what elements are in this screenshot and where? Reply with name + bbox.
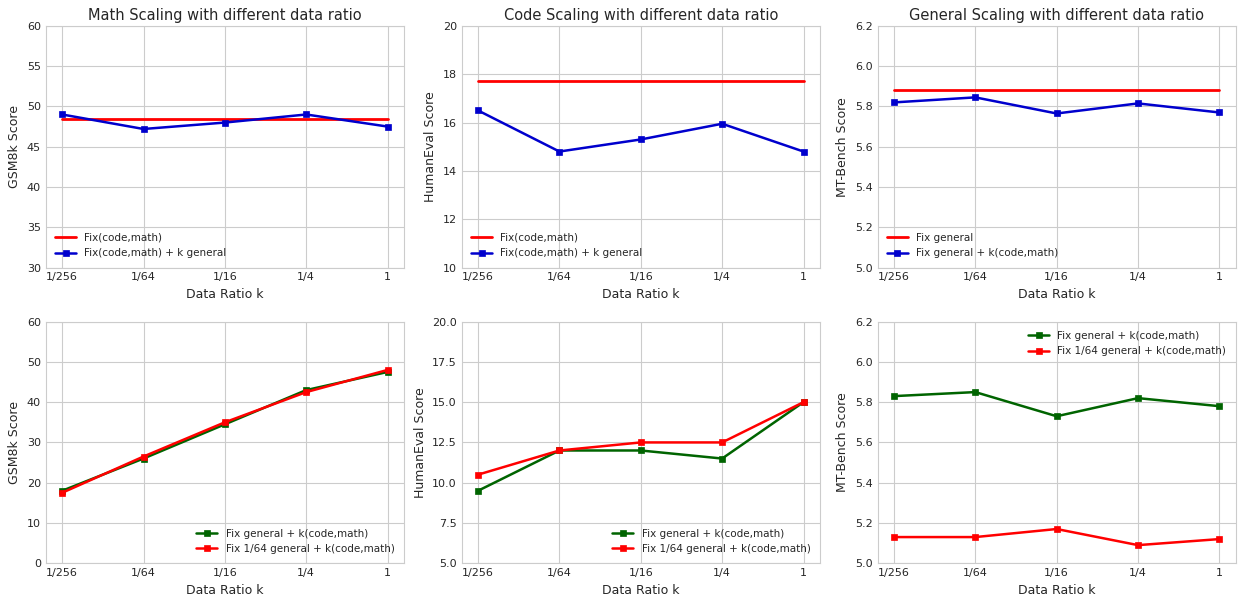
Fix general + k(code,math) [1049, 110, 1064, 117]
Line: Fix 1/64 general + k(code,math): Fix 1/64 general + k(code,math) [58, 367, 391, 496]
Fix(code,math) [552, 78, 567, 85]
Y-axis label: HumanEval Score: HumanEval Score [413, 387, 427, 498]
Fix general [887, 87, 902, 94]
Legend: Fix(code,math), Fix(code,math) + k general: Fix(code,math), Fix(code,math) + k gener… [51, 229, 231, 263]
Fix(code,math) + k general [714, 120, 729, 128]
Fix general + k(code,math) [1212, 109, 1227, 116]
X-axis label: Data Ratio k: Data Ratio k [602, 584, 679, 597]
Fix general + k(code,math) [887, 99, 902, 106]
Fix general [1049, 87, 1064, 94]
Fix 1/64 general + k(code,math) [1049, 525, 1064, 532]
Fix(code,math) + k general [299, 111, 313, 118]
Fix 1/64 general + k(code,math) [633, 439, 648, 446]
Fix(code,math) [796, 78, 811, 85]
Legend: Fix general, Fix general + k(code,math): Fix general, Fix general + k(code,math) [883, 229, 1062, 263]
Fix(code,math) [136, 115, 151, 122]
Fix general + k(code,math) [1131, 100, 1146, 107]
Y-axis label: MT-Bench Score: MT-Bench Score [836, 97, 850, 197]
X-axis label: Data Ratio k: Data Ratio k [187, 288, 264, 301]
Fix general [968, 87, 983, 94]
Title: General Scaling with different data ratio: General Scaling with different data rati… [909, 8, 1204, 24]
Fix general + k(code,math) [968, 388, 983, 396]
Fix(code,math) + k general [552, 148, 567, 155]
Fix 1/64 general + k(code,math) [552, 447, 567, 454]
Line: Fix 1/64 general + k(code,math): Fix 1/64 general + k(code,math) [891, 526, 1223, 549]
Fix(code,math) [633, 78, 648, 85]
Fix(code,math) [470, 78, 485, 85]
Fix(code,math) + k general [796, 148, 811, 155]
Legend: Fix general + k(code,math), Fix 1/64 general + k(code,math): Fix general + k(code,math), Fix 1/64 gen… [1024, 327, 1230, 361]
Line: Fix 1/64 general + k(code,math): Fix 1/64 general + k(code,math) [474, 399, 807, 478]
Fix general [1131, 87, 1146, 94]
Fix general + k(code,math) [1212, 402, 1227, 410]
Line: Fix(code,math) + k general: Fix(code,math) + k general [58, 111, 391, 132]
X-axis label: Data Ratio k: Data Ratio k [602, 288, 679, 301]
Y-axis label: GSM8k Score: GSM8k Score [9, 105, 21, 188]
Title: Code Scaling with different data ratio: Code Scaling with different data ratio [504, 8, 778, 24]
Line: Fix(code,math) + k general: Fix(code,math) + k general [474, 107, 807, 155]
Legend: Fix general + k(code,math), Fix 1/64 general + k(code,math): Fix general + k(code,math), Fix 1/64 gen… [608, 525, 815, 558]
Y-axis label: HumanEval Score: HumanEval Score [424, 91, 437, 202]
Fix 1/64 general + k(code,math) [218, 419, 233, 426]
Fix general + k(code,math) [470, 487, 485, 494]
Fix general + k(code,math) [552, 447, 567, 454]
Fix general + k(code,math) [381, 368, 396, 376]
Fix 1/64 general + k(code,math) [1131, 541, 1146, 549]
Fix(code,math) [55, 115, 70, 122]
Legend: Fix(code,math), Fix(code,math) + k general: Fix(code,math), Fix(code,math) + k gener… [466, 229, 647, 263]
Fix general [1212, 87, 1227, 94]
Fix 1/64 general + k(code,math) [887, 534, 902, 541]
Line: Fix general + k(code,math): Fix general + k(code,math) [891, 94, 1223, 117]
X-axis label: Data Ratio k: Data Ratio k [1018, 288, 1096, 301]
X-axis label: Data Ratio k: Data Ratio k [187, 584, 264, 597]
Fix 1/64 general + k(code,math) [470, 471, 485, 479]
Y-axis label: GSM8k Score: GSM8k Score [9, 401, 21, 484]
X-axis label: Data Ratio k: Data Ratio k [1018, 584, 1096, 597]
Fix general + k(code,math) [714, 455, 729, 462]
Fix general + k(code,math) [1131, 394, 1146, 402]
Line: Fix general + k(code,math): Fix general + k(code,math) [891, 388, 1223, 420]
Fix general + k(code,math) [968, 94, 983, 101]
Fix 1/64 general + k(code,math) [1212, 535, 1227, 543]
Fix 1/64 general + k(code,math) [55, 489, 70, 496]
Fix general + k(code,math) [299, 387, 313, 394]
Fix 1/64 general + k(code,math) [796, 399, 811, 406]
Fix general + k(code,math) [218, 420, 233, 428]
Line: Fix general + k(code,math): Fix general + k(code,math) [58, 368, 391, 494]
Fix(code,math) + k general [136, 125, 151, 132]
Fix 1/64 general + k(code,math) [299, 388, 313, 396]
Line: Fix general + k(code,math): Fix general + k(code,math) [474, 399, 807, 494]
Fix general + k(code,math) [887, 393, 902, 400]
Fix(code,math) + k general [381, 123, 396, 130]
Fix 1/64 general + k(code,math) [968, 534, 983, 541]
Y-axis label: MT-Bench Score: MT-Bench Score [836, 393, 850, 492]
Fix(code,math) [299, 115, 313, 122]
Fix general + k(code,math) [796, 399, 811, 406]
Fix general + k(code,math) [55, 487, 70, 494]
Fix(code,math) + k general [55, 111, 70, 118]
Fix(code,math) + k general [470, 107, 485, 114]
Fix general + k(code,math) [633, 447, 648, 454]
Fix(code,math) + k general [633, 136, 648, 143]
Legend: Fix general + k(code,math), Fix 1/64 general + k(code,math): Fix general + k(code,math), Fix 1/64 gen… [193, 525, 398, 558]
Fix(code,math) [714, 78, 729, 85]
Fix general + k(code,math) [136, 455, 151, 462]
Fix(code,math) [381, 115, 396, 122]
Fix 1/64 general + k(code,math) [136, 453, 151, 460]
Fix(code,math) + k general [218, 119, 233, 126]
Fix 1/64 general + k(code,math) [714, 439, 729, 446]
Fix(code,math) [218, 115, 233, 122]
Fix 1/64 general + k(code,math) [381, 366, 396, 373]
Fix general + k(code,math) [1049, 413, 1064, 420]
Title: Math Scaling with different data ratio: Math Scaling with different data ratio [88, 8, 362, 24]
